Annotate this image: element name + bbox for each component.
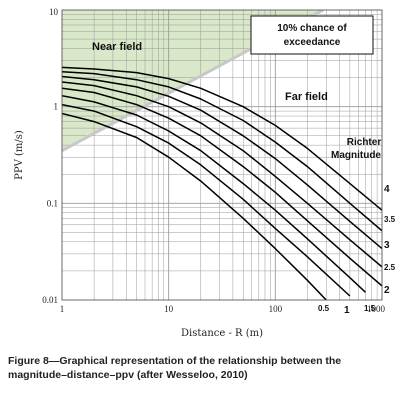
legend-title: Richter Magnitude (331, 137, 381, 161)
series-label-m1: 1 (344, 305, 350, 316)
x-axis-label: Distance - R (m) (181, 328, 263, 339)
annotation-box (250, 15, 374, 55)
near-field-label: Near field (92, 41, 142, 53)
series-label-m2.5: 2.5 (384, 263, 396, 272)
series-line-m3.5 (62, 70, 382, 232)
series-label-m0.5: 0.5 (318, 304, 330, 313)
series-label-m1.5: 1.5 (364, 304, 376, 313)
far-field-label: Far field (285, 91, 328, 103)
series-line-m1 (62, 103, 351, 297)
y-tick-label: 0.01 (42, 295, 58, 305)
x-tick-label: 100 (269, 304, 283, 314)
x-tick-label: 1 (60, 304, 65, 314)
y-axis-label: PPV (m/s) (14, 130, 25, 180)
series-label-m2: 2 (384, 285, 390, 296)
annotation-box-text: 10% chance of exceedance (277, 23, 347, 48)
series-label-m3.5: 3.5 (384, 215, 396, 224)
y-tick-label: 1 (54, 102, 59, 112)
y-tick-label: 0.1 (47, 198, 58, 208)
y-tick-label: 10 (49, 7, 59, 17)
series-line-m3 (62, 75, 382, 250)
series-line-m4 (62, 66, 382, 211)
x-tick-label: 1000 (367, 304, 386, 314)
series-line-m2.5 (62, 81, 382, 268)
figure-caption: Figure 8—Graphical representation of the… (8, 355, 342, 381)
series-line-m1.5 (62, 94, 367, 293)
series-label-m3: 3 (384, 240, 390, 251)
series-line-m2 (62, 87, 382, 287)
series-label-m4: 4 (384, 184, 390, 195)
series-line-m0.5 (62, 112, 327, 300)
ppv-distance-chart: 1 10 100 1000 0.01 0.1 1 10 Near field Far fiel… (14, 7, 396, 339)
x-tick-label: 10 (164, 304, 174, 314)
